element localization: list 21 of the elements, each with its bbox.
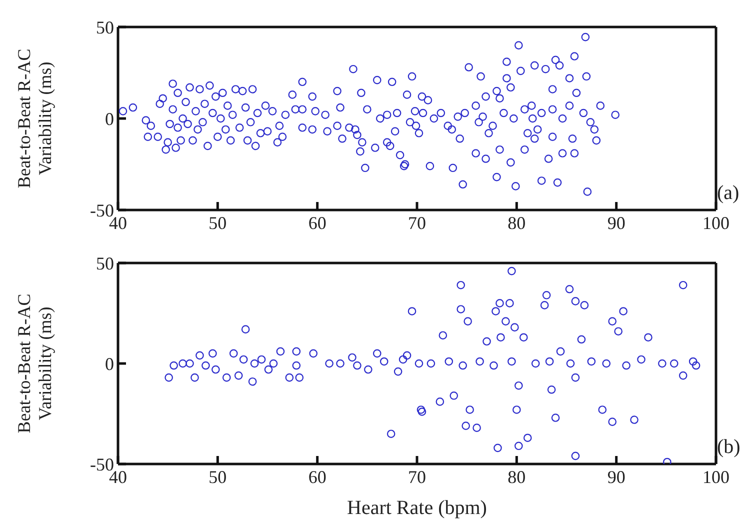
x-tick-label: 90: [607, 212, 626, 233]
y-tick-label: 50: [96, 253, 114, 274]
x-tick-label: 70: [408, 466, 426, 487]
x-tick-label: 60: [308, 212, 326, 233]
y-axis-title: Beat-to-Beat R-AC Variability (ms): [14, 294, 55, 434]
x-tick-label: 80: [508, 212, 526, 233]
x-tick-label: 50: [208, 212, 227, 233]
y-tick-label: 0: [105, 108, 114, 129]
x-tick-label: 90: [607, 466, 626, 487]
x-tick-label: 60: [308, 466, 326, 487]
text: (a): [717, 182, 740, 205]
x-axis-title: Heart Rate (bpm): [347, 497, 487, 519]
y-tick-label: 50: [96, 17, 114, 38]
y-axis-title: Beat-to-Beat R-AC Variability (ms): [14, 48, 55, 188]
x-tick-label: 50: [208, 466, 227, 487]
x-tick-label: 100: [702, 212, 730, 233]
y-tick-label: 0: [105, 354, 114, 374]
x-tick-label: 100: [702, 466, 730, 487]
x-tick-label: 70: [408, 212, 426, 233]
text: (b): [717, 436, 740, 459]
x-tick-label: 80: [508, 466, 526, 487]
